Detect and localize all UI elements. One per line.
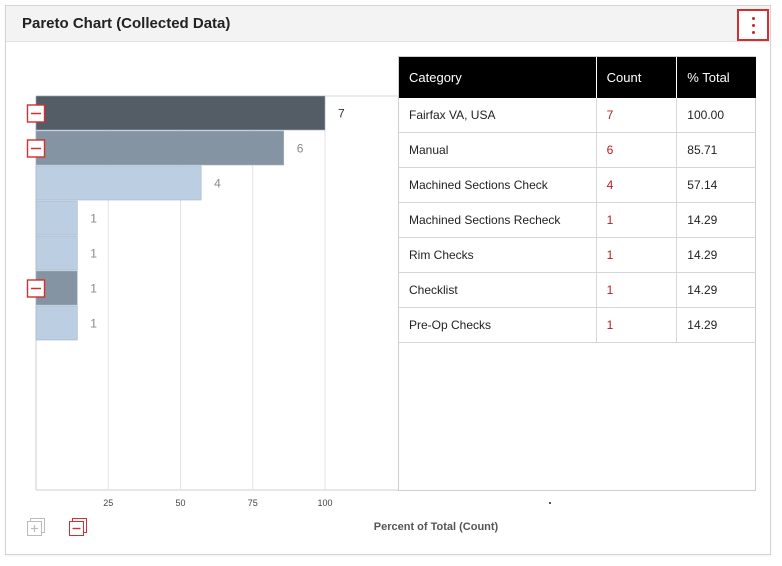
table-header-row: Category Count % Total <box>399 57 756 98</box>
category-cell: Machined Sections Recheck <box>399 202 597 238</box>
kebab-menu-icon[interactable] <box>737 9 769 41</box>
pct-total-cell: 85.71 <box>676 132 756 168</box>
pct-total-cell: 57.14 <box>676 167 756 203</box>
column-header-category[interactable]: Category <box>399 57 597 98</box>
table-row[interactable]: Checklist 1 14.29 <box>399 272 756 308</box>
bar-value-label: 7 <box>338 107 345 121</box>
bar-value-label: 1 <box>90 317 97 331</box>
bar <box>35 95 326 131</box>
kebab-dot <box>752 31 755 34</box>
count-cell[interactable]: 1 <box>596 202 678 238</box>
pareto-table: Category Count % Total Fairfax VA, USA 7 1… <box>398 56 756 491</box>
x-tick-label: 100 <box>317 498 332 508</box>
card-header: Pareto Chart (Collected Data) <box>6 6 770 42</box>
category-cell: Machined Sections Check <box>399 167 597 203</box>
collapse-row-icon[interactable] <box>26 139 46 158</box>
pareto-chart: 25 50 75 100 7 6 4 1 1 1 1 <box>26 95 398 508</box>
column-header-pct-total[interactable]: % Total <box>676 57 756 98</box>
kebab-dot <box>752 24 755 27</box>
data-table: Category Count % Total Fairfax VA, USA 7 1… <box>399 57 756 343</box>
category-cell: Pre-Op Checks <box>399 307 597 343</box>
pct-total-cell: 14.29 <box>676 307 756 343</box>
count-cell[interactable]: 1 <box>596 237 678 273</box>
collapse-row-icon[interactable] <box>26 279 46 298</box>
bar <box>35 200 78 236</box>
x-tick-label: 75 <box>248 498 258 508</box>
pct-total-cell: 14.29 <box>676 272 756 308</box>
collapse-all-icon[interactable] <box>69 518 87 536</box>
count-cell[interactable]: 4 <box>596 167 678 203</box>
bar-value-label: 1 <box>90 247 97 261</box>
bar-value-label: 6 <box>297 142 304 156</box>
category-cell: Fairfax VA, USA <box>399 98 597 133</box>
table-row[interactable]: Fairfax VA, USA 7 100.00 <box>399 98 756 133</box>
bar-value-label: 1 <box>90 282 97 296</box>
pct-total-cell: 14.29 <box>676 237 756 273</box>
bar <box>35 235 78 271</box>
table-row[interactable]: Pre-Op Checks 1 14.29 <box>399 307 756 343</box>
pct-total-cell: 14.29 <box>676 202 756 238</box>
bar-value-label: 1 <box>90 212 97 226</box>
category-cell: Manual <box>399 132 597 168</box>
x-axis-title: Percent of Total (Count) <box>373 521 499 533</box>
x-tick-label: 50 <box>175 498 185 508</box>
table-row[interactable]: Machined Sections Check 4 57.14 <box>399 167 756 203</box>
count-cell[interactable]: 1 <box>596 307 678 343</box>
expand-all-icon[interactable] <box>27 518 45 536</box>
count-cell[interactable]: 7 <box>596 98 678 133</box>
table-row[interactable]: Manual 6 85.71 <box>399 132 756 168</box>
category-cell: Rim Checks <box>399 237 597 273</box>
count-cell[interactable]: 1 <box>596 272 678 308</box>
column-header-count[interactable]: Count <box>596 57 678 98</box>
x-tick-label: 25 <box>103 498 113 508</box>
kebab-dot <box>752 17 755 20</box>
bar <box>35 305 78 341</box>
bar <box>35 165 202 201</box>
category-cell: Checklist <box>399 272 597 308</box>
table-row[interactable]: Machined Sections Recheck 1 14.29 <box>399 202 756 238</box>
count-cell[interactable]: 6 <box>596 132 678 168</box>
bar-value-label: 4 <box>214 177 221 191</box>
pct-total-cell: 100.00 <box>676 98 756 133</box>
table-row[interactable]: Rim Checks 1 14.29 <box>399 237 756 273</box>
card-title: Pareto Chart (Collected Data) <box>22 15 231 32</box>
collapse-row-icon[interactable] <box>26 104 46 123</box>
bar <box>35 130 285 166</box>
axis-marker-dot <box>549 502 551 504</box>
